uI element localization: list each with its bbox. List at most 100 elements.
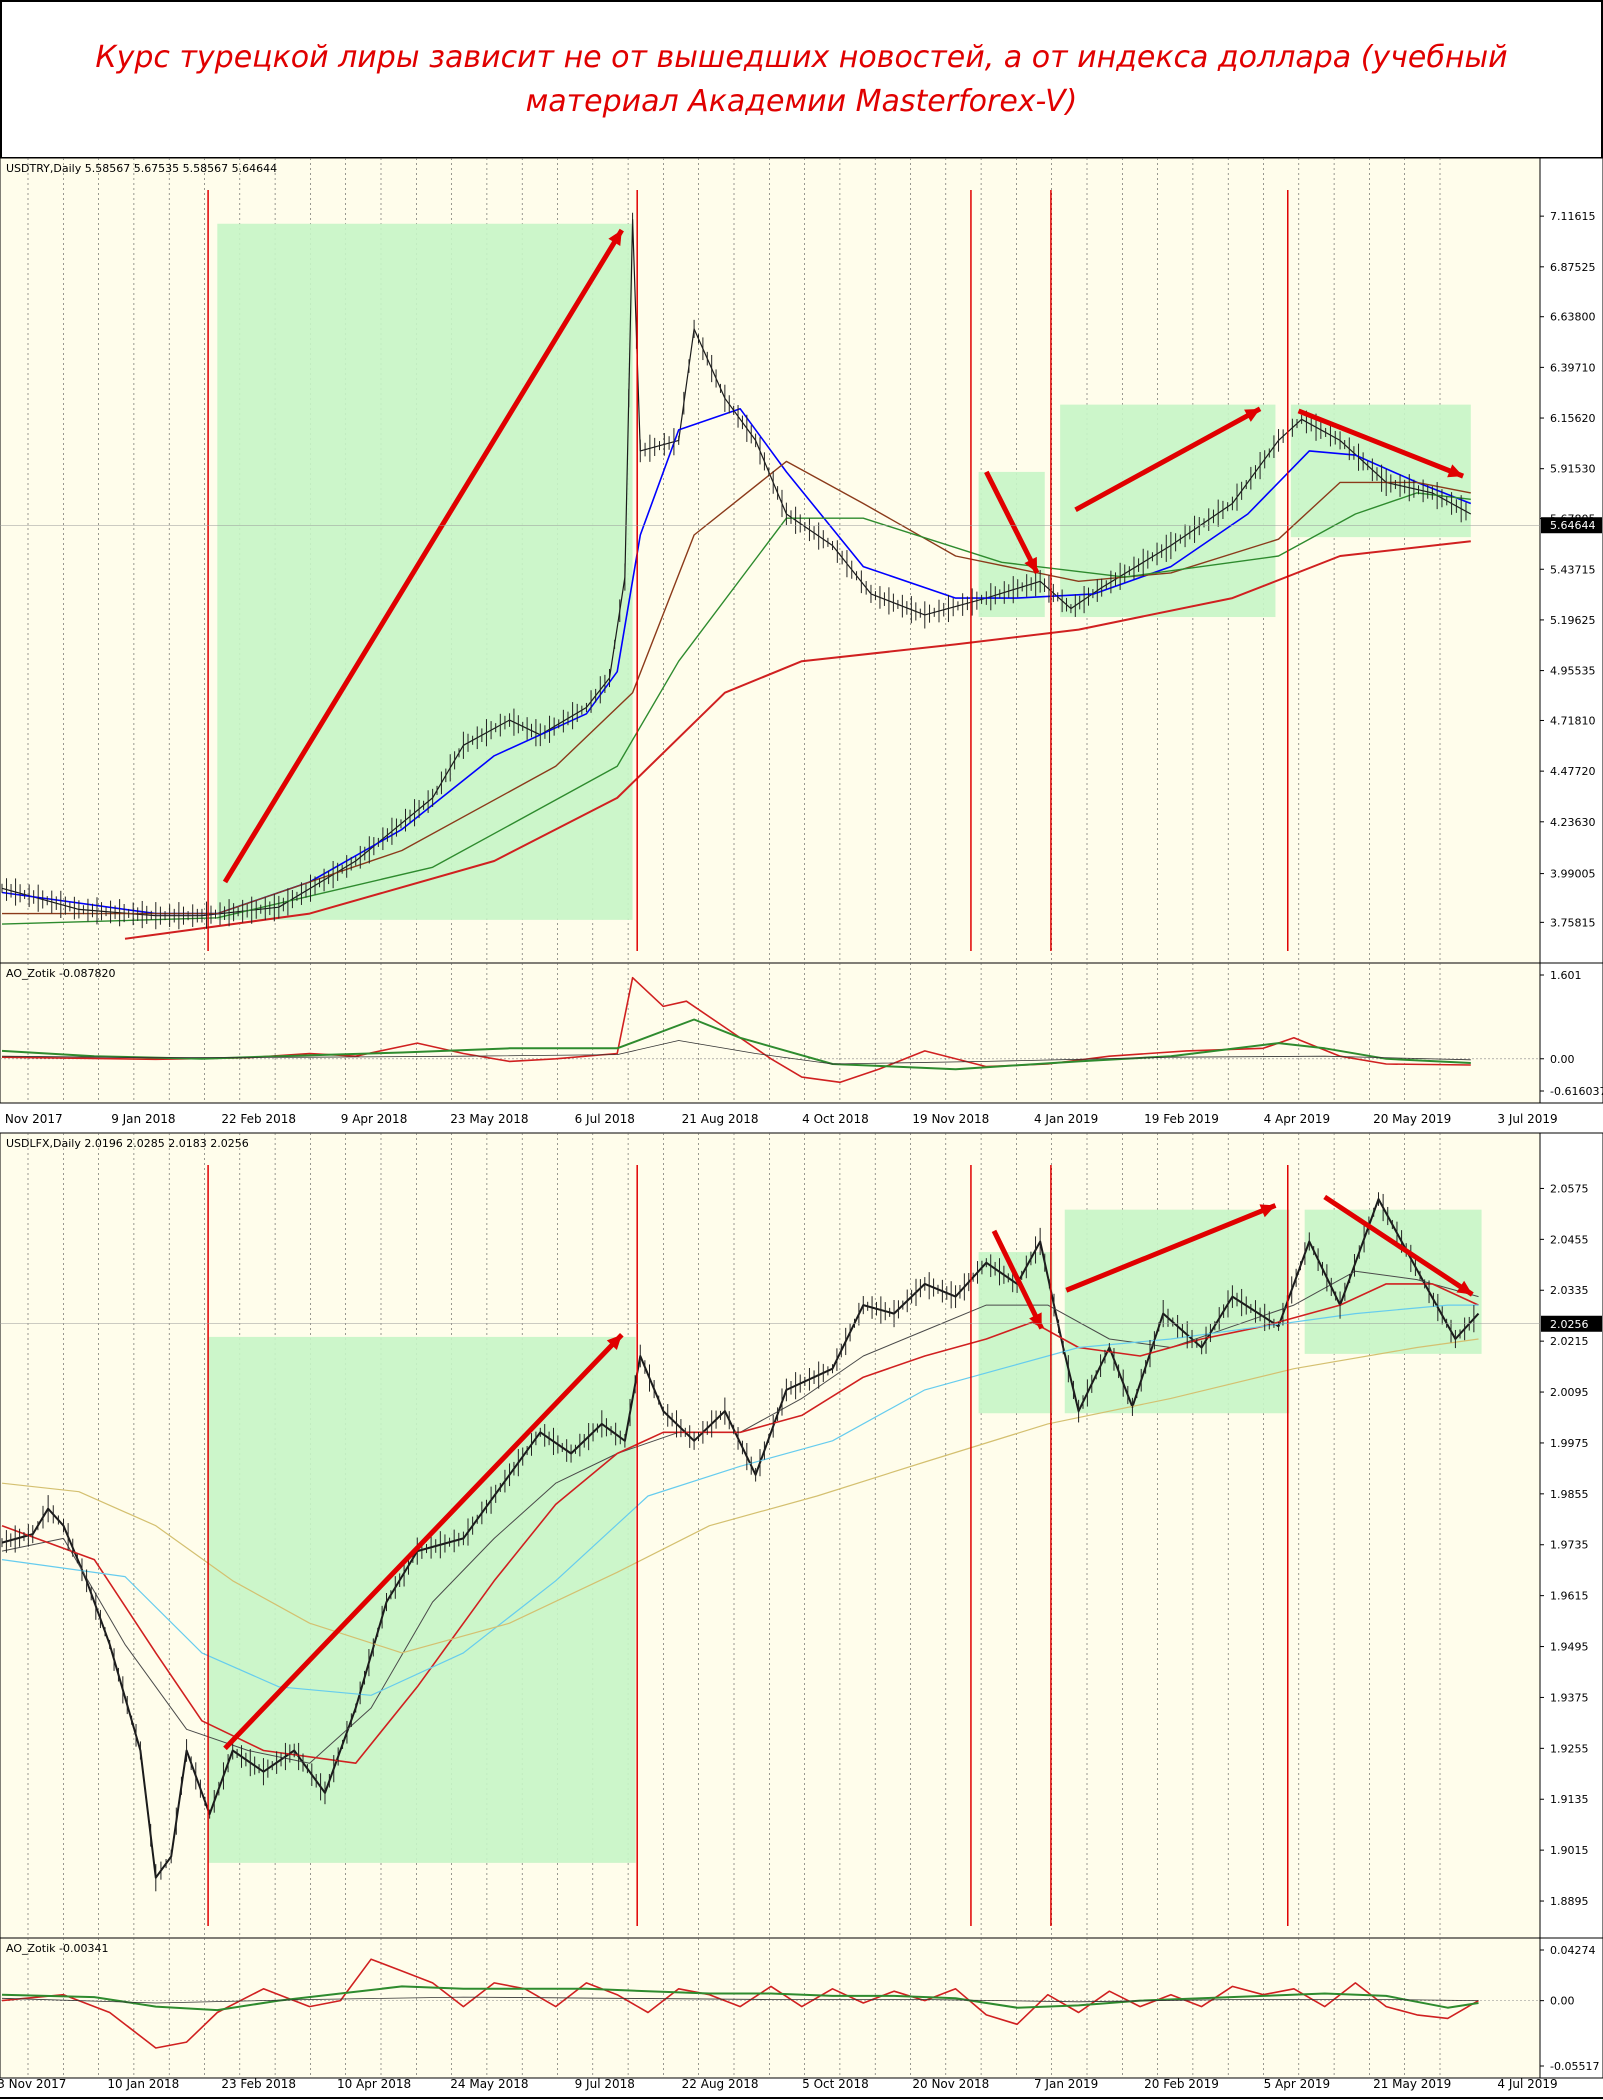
x-tick-label: 4 Jul 2019: [1497, 2077, 1557, 2091]
y-tick-label: 4.95535: [1550, 665, 1596, 678]
series-line: [1, 407, 1472, 915]
series-line: [1, 1996, 1479, 2004]
x-tick-label: 10 Jan 2018: [107, 2077, 179, 2091]
panel-header-label: AO_Zotik -0.00341: [6, 1942, 108, 1955]
x-tick-label: 20 May 2019: [1373, 1112, 1451, 1126]
series-line: [2, 460, 1471, 915]
x-tick-label: 21 May 2019: [1373, 2077, 1451, 2091]
y-tick-label: 4.23630: [1550, 816, 1596, 829]
page-title: Курс турецкой лиры зависит не от вышедши…: [95, 39, 1508, 119]
trend-arrow-line: [222, 228, 624, 884]
x-tick-label: 23 Nov 2017: [0, 2077, 66, 2091]
trend-arrow-head: [1259, 1204, 1276, 1218]
y-tick-label: 5.19625: [1550, 614, 1596, 627]
y-tick-label: 6.39710: [1550, 361, 1596, 374]
price-axis: [1539, 962, 1603, 1104]
highlight-zone: [217, 223, 633, 920]
x-tick-label: 7 Jan 2019: [1034, 2077, 1098, 2091]
y-tick-label: 1.9975: [1550, 1437, 1589, 1450]
y-tick-label: 6.15620: [1550, 412, 1596, 425]
y-tick-label: 2.0455: [1550, 1233, 1589, 1246]
current-price-box: [1541, 1315, 1602, 1332]
x-tick-label: 4 Apr 2019: [1264, 1112, 1331, 1126]
date-axis-strip: [0, 1103, 1603, 1133]
trend-arrow-line: [223, 1333, 624, 1751]
highlight-zone: [208, 1336, 636, 1863]
x-tick-label: 9 Jan 2018: [111, 1112, 175, 1126]
x-tick-label: 20 Feb 2019: [1144, 2077, 1219, 2091]
trend-arrow-head: [1029, 1312, 1042, 1329]
y-tick-label: 0.00: [1550, 1995, 1575, 2008]
trend-arrow-head: [608, 230, 622, 246]
y-tick-label: 4.71810: [1550, 714, 1596, 727]
price-axis: [1539, 1937, 1603, 2079]
trend-arrow-head: [1024, 556, 1038, 573]
current-price-label: 2.0256: [1550, 1318, 1589, 1331]
series-line: [1, 492, 1471, 925]
x-tick-label: 23 May 2018: [450, 1112, 528, 1126]
price-axis: [1539, 157, 1603, 964]
trend-arrow-line: [984, 470, 1040, 574]
y-tick-label: 2.0575: [1550, 1182, 1589, 1195]
y-tick-label: 3.99005: [1550, 868, 1596, 881]
x-tick-label: 4 Oct 2018: [802, 1112, 869, 1126]
y-tick-label: 1.9375: [1550, 1691, 1589, 1704]
x-tick-label: 22 Feb 2018: [221, 1112, 296, 1126]
y-tick-label: 0.04274: [1550, 1944, 1596, 1957]
y-tick-label: 1.8895: [1550, 1895, 1589, 1908]
trend-arrow-head: [1456, 1280, 1473, 1295]
y-tick-label: 1.9255: [1550, 1742, 1589, 1755]
chart-header: Курс турецкой лиры зависит не от вышедши…: [0, 0, 1603, 158]
y-tick-label: 7.11615: [1550, 210, 1596, 223]
series-line: [124, 540, 1471, 940]
y-tick-label: 2.0095: [1550, 1386, 1589, 1399]
panel-header-label: USDLFX,Daily 2.0196 2.0285 2.0183 2.0256: [6, 1137, 249, 1150]
series-line: [1, 1338, 1479, 1654]
x-tick-label: 4 Jan 2019: [1034, 1112, 1098, 1126]
trend-arrow-line: [1065, 1203, 1277, 1293]
y-tick-label: 4.47720: [1550, 765, 1596, 778]
y-tick-label: -0.05517: [1550, 2060, 1599, 2073]
x-tick-label: 9 Jul 2018: [575, 2077, 635, 2091]
y-tick-label: -0.616037: [1550, 1085, 1603, 1098]
panel-background: [0, 1937, 1541, 2079]
y-tick-label: 1.9735: [1550, 1539, 1589, 1552]
x-tick-label: 21 Aug 2018: [682, 1112, 759, 1126]
trend-arrow-head: [1244, 408, 1261, 422]
x-tick-label: 5 Apr 2019: [1264, 2077, 1331, 2091]
y-tick-label: 3.75815: [1550, 916, 1596, 929]
highlight-zone: [978, 471, 1045, 618]
date-axis-strip: [0, 2078, 1603, 2098]
price-axis: [1539, 1132, 1603, 1939]
panel-background: [0, 962, 1541, 1104]
y-tick-label: 2.0335: [1550, 1284, 1589, 1297]
y-tick-label: 1.9015: [1550, 1844, 1589, 1857]
panel-header-label: USDTRY,Daily 5.58567 5.67535 5.58567 5.6…: [6, 162, 277, 175]
y-tick-label: 6.87525: [1550, 261, 1596, 274]
current-price-box: [1541, 517, 1602, 534]
y-tick-label: 6.63800: [1550, 311, 1596, 324]
panel-header-label: AO_Zotik -0.087820: [6, 967, 115, 980]
x-tick-label: 24 May 2018: [450, 2077, 528, 2091]
current-price-label: 5.64644: [1550, 519, 1596, 532]
y-tick-label: 1.601: [1550, 969, 1582, 982]
x-tick-label: 5 Oct 2018: [802, 2077, 869, 2091]
y-tick-label: 1.9855: [1550, 1488, 1589, 1501]
trend-arrow-head: [1447, 464, 1464, 478]
x-tick-label: 2 Nov 2017: [0, 1112, 63, 1126]
y-tick-label: 1.9135: [1550, 1793, 1589, 1806]
x-tick-label: 19 Nov 2018: [912, 1112, 989, 1126]
trend-arrow-line: [1074, 406, 1262, 512]
x-tick-label: 3 Jul 2019: [1497, 1112, 1557, 1126]
x-tick-label: 20 Nov 2018: [912, 2077, 989, 2091]
trend-arrow-line: [991, 1229, 1044, 1330]
y-tick-label: 5.91530: [1550, 463, 1596, 476]
x-tick-label: 23 Feb 2018: [221, 2077, 296, 2091]
x-tick-label: 19 Feb 2019: [1144, 1112, 1219, 1126]
trend-arrow-line: [1297, 408, 1465, 479]
y-tick-label: 1.9615: [1550, 1590, 1589, 1603]
highlight-zone: [1060, 404, 1276, 618]
trend-arrow-line: [1323, 1194, 1474, 1297]
x-tick-label: 22 Aug 2018: [682, 2077, 759, 2091]
